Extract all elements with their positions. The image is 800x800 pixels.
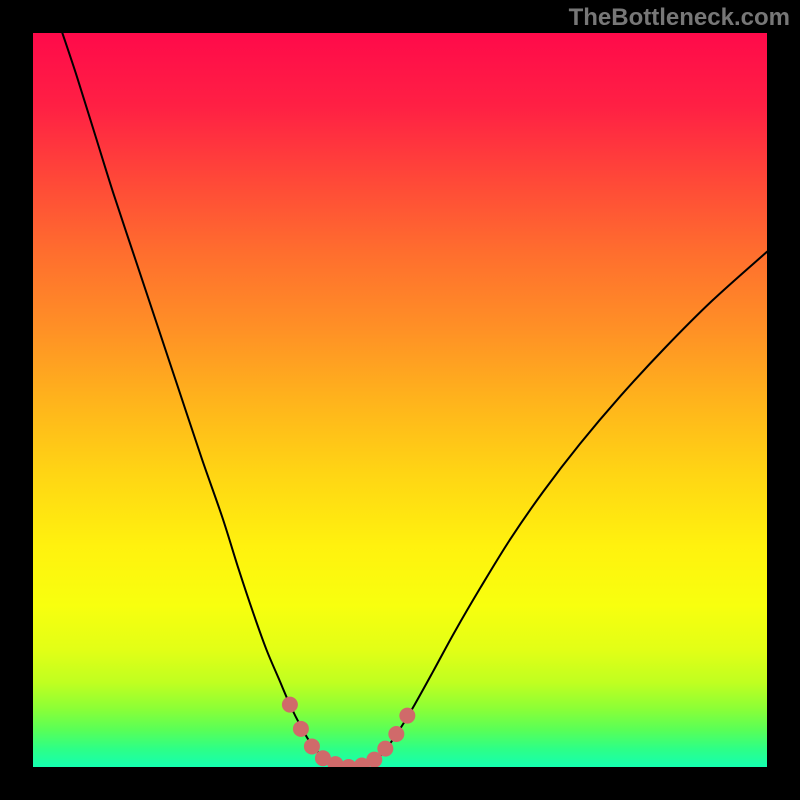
watermark-text: TheBottleneck.com — [569, 4, 790, 32]
gradient-background — [33, 33, 767, 767]
chart-container: TheBottleneck.com — [0, 0, 800, 800]
plot-area — [33, 33, 767, 767]
